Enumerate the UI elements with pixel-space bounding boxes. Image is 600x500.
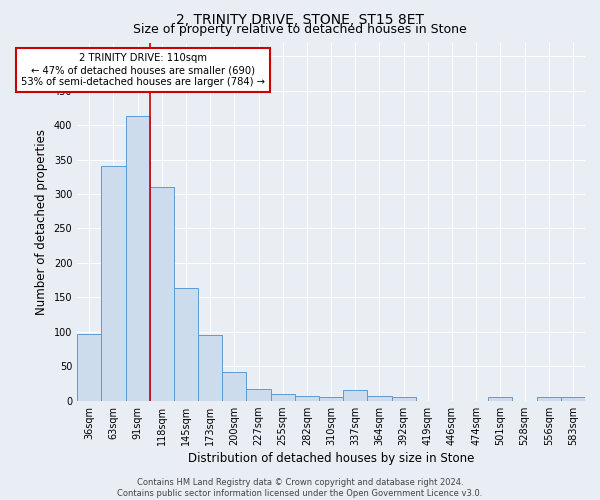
Bar <box>367 396 392 400</box>
Text: 2, TRINITY DRIVE, STONE, ST15 8ET: 2, TRINITY DRIVE, STONE, ST15 8ET <box>176 12 424 26</box>
Bar <box>150 187 174 400</box>
Bar <box>125 116 150 401</box>
Text: 2 TRINITY DRIVE: 110sqm
← 47% of detached houses are smaller (690)
53% of semi-d: 2 TRINITY DRIVE: 110sqm ← 47% of detache… <box>20 54 265 86</box>
Bar <box>174 288 198 401</box>
Bar <box>561 398 585 400</box>
Text: Contains HM Land Registry data © Crown copyright and database right 2024.
Contai: Contains HM Land Registry data © Crown c… <box>118 478 482 498</box>
Bar <box>392 398 416 400</box>
Bar <box>222 372 247 400</box>
Bar <box>77 334 101 400</box>
Bar <box>101 166 125 400</box>
Bar <box>536 398 561 400</box>
X-axis label: Distribution of detached houses by size in Stone: Distribution of detached houses by size … <box>188 452 474 465</box>
Bar <box>488 398 512 400</box>
Bar <box>295 396 319 400</box>
Bar <box>343 390 367 400</box>
Bar <box>247 389 271 400</box>
Bar <box>198 336 222 400</box>
Bar <box>319 398 343 400</box>
Y-axis label: Number of detached properties: Number of detached properties <box>35 128 48 314</box>
Text: Size of property relative to detached houses in Stone: Size of property relative to detached ho… <box>133 22 467 36</box>
Bar <box>271 394 295 400</box>
